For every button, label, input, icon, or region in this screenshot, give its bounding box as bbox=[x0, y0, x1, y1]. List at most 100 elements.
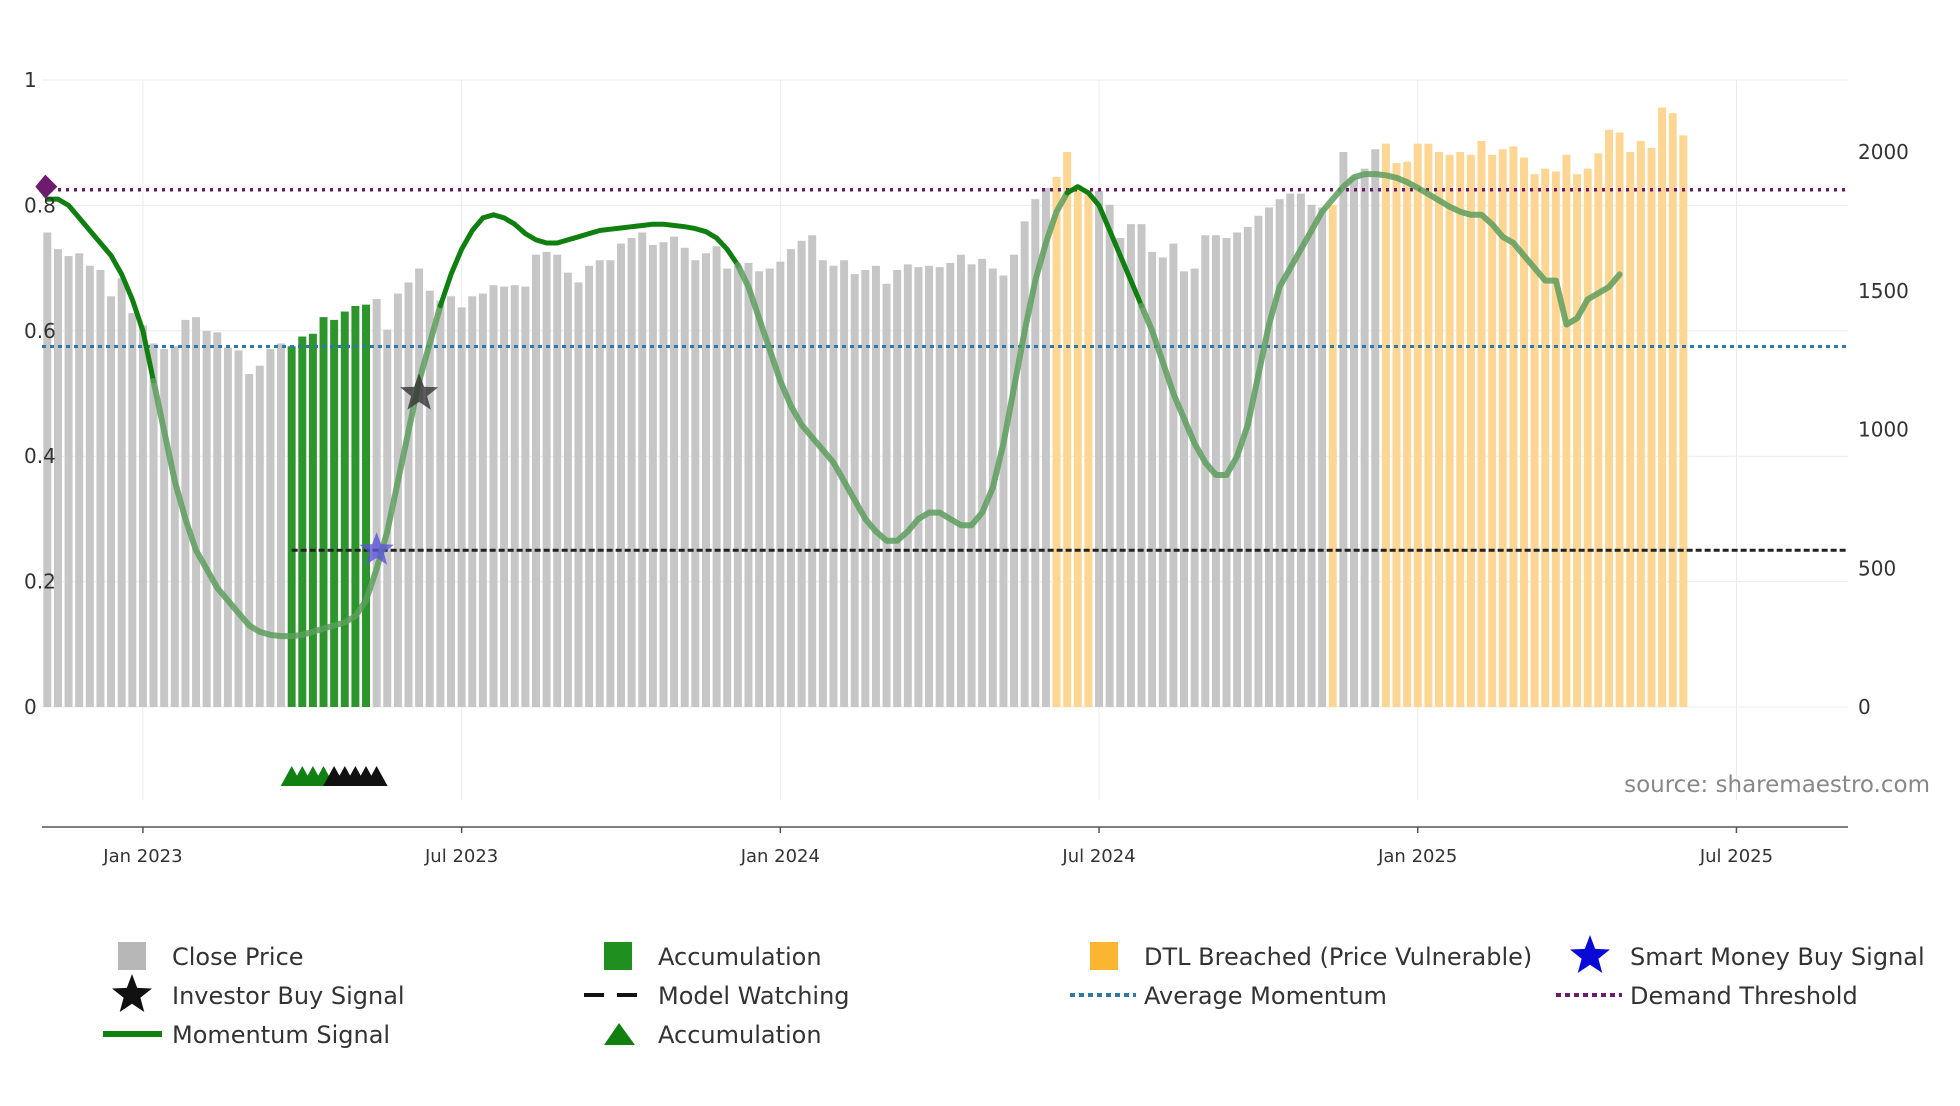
price-bar bbox=[160, 349, 169, 707]
price-bar bbox=[149, 343, 158, 707]
price-bar bbox=[1084, 190, 1093, 708]
price-bar bbox=[521, 286, 530, 707]
price-bar bbox=[1668, 113, 1677, 707]
price-bar bbox=[372, 299, 381, 707]
price-bar bbox=[1296, 193, 1305, 708]
x-axis-tick: Jul 2024 bbox=[1061, 846, 1135, 867]
legend-label: Accumulation bbox=[658, 943, 822, 971]
price-bar bbox=[850, 274, 859, 707]
signal-markers bbox=[35, 174, 439, 786]
legend: Close Price Accumulation DTL Breached (Pri… bbox=[103, 935, 1925, 1049]
price-bar bbox=[1466, 154, 1475, 707]
price-bar bbox=[1254, 215, 1263, 707]
x-axis-tick: Jan 2024 bbox=[740, 846, 820, 867]
legend-item: Demand Threshold bbox=[1556, 982, 1858, 1010]
price-bar bbox=[659, 242, 668, 707]
bar-layer bbox=[43, 107, 1688, 708]
legend-item: Investor Buy Signal bbox=[112, 974, 405, 1012]
price-bar bbox=[1137, 224, 1146, 707]
price-bar bbox=[287, 346, 296, 707]
investor-buy-star bbox=[400, 373, 439, 410]
price-bar bbox=[1286, 193, 1295, 708]
legend-item: Model Watching bbox=[584, 982, 850, 1010]
price-bar bbox=[712, 246, 721, 707]
price-bar bbox=[1201, 235, 1210, 707]
legend-label: Average Momentum bbox=[1144, 982, 1387, 1010]
price-bar bbox=[1020, 221, 1029, 708]
price-bar bbox=[553, 254, 562, 707]
legend-item: Smart Money Buy Signal bbox=[1570, 935, 1925, 973]
legend-swatch-star bbox=[112, 974, 152, 1012]
price-bar bbox=[648, 244, 657, 707]
price-bar bbox=[723, 268, 732, 707]
price-bar bbox=[1615, 132, 1624, 707]
price-bar bbox=[797, 240, 806, 708]
legend-item: DTL Breached (Price Vulnerable) bbox=[1090, 942, 1532, 971]
left-axis-tick: 0.4 bbox=[24, 444, 56, 468]
price-bar bbox=[638, 232, 647, 708]
price-bar bbox=[468, 296, 477, 707]
price-bar bbox=[1243, 226, 1252, 707]
price-bar bbox=[1381, 143, 1390, 707]
price-bar bbox=[1073, 185, 1082, 708]
price-bar bbox=[925, 265, 934, 707]
legend-item: Accumulation bbox=[604, 1021, 822, 1049]
price-bar bbox=[1180, 271, 1189, 707]
price-bar bbox=[138, 325, 147, 707]
price-bar bbox=[1445, 154, 1454, 707]
smart-money-buy-star bbox=[359, 532, 394, 565]
price-bar bbox=[1509, 146, 1518, 707]
price-bar bbox=[893, 269, 902, 707]
price-bar bbox=[946, 263, 955, 707]
price-bar bbox=[425, 290, 434, 707]
price-bar bbox=[393, 293, 402, 707]
price-bar bbox=[1679, 135, 1688, 708]
price-bar bbox=[340, 311, 349, 707]
x-axis-tick: Jul 2025 bbox=[1699, 846, 1773, 867]
price-bar bbox=[223, 347, 232, 707]
price-bar bbox=[808, 235, 817, 707]
left-axis-tick: 0.6 bbox=[24, 319, 56, 343]
price-bar bbox=[1658, 107, 1667, 708]
price-bar bbox=[755, 271, 764, 707]
momentum-signal-segment bbox=[734, 189, 1071, 544]
price-bar bbox=[903, 264, 912, 707]
price-bar bbox=[500, 286, 509, 707]
price-bar bbox=[1520, 157, 1528, 708]
price-bar bbox=[308, 333, 317, 707]
legend-label: Demand Threshold bbox=[1630, 982, 1858, 1010]
price-bar bbox=[298, 336, 307, 707]
price-bar bbox=[457, 307, 466, 707]
price-bar bbox=[192, 317, 201, 707]
price-bar bbox=[701, 253, 710, 708]
price-bar bbox=[319, 317, 328, 707]
price-bar bbox=[447, 296, 455, 707]
price-bar bbox=[1148, 251, 1157, 707]
price-bar bbox=[1392, 163, 1401, 708]
price-bar bbox=[818, 260, 827, 707]
momentum-signal-segment bbox=[150, 302, 444, 640]
price-bar bbox=[266, 349, 275, 707]
price-bar bbox=[1604, 129, 1613, 708]
right-axis-tick: 2000 bbox=[1858, 140, 1909, 164]
price-bar bbox=[606, 260, 615, 707]
price-bar bbox=[1328, 204, 1337, 707]
price-bar bbox=[627, 238, 636, 707]
price-bar bbox=[1435, 152, 1443, 707]
price-bar bbox=[617, 243, 625, 707]
price-bar bbox=[1636, 140, 1645, 707]
price-bar bbox=[277, 343, 286, 707]
price-bar bbox=[255, 365, 264, 707]
legend-swatch-triangle bbox=[604, 1023, 635, 1045]
price-bar bbox=[1594, 153, 1603, 707]
right-axis-tick: 1500 bbox=[1858, 279, 1909, 303]
price-bar bbox=[1339, 152, 1348, 707]
legend-item: Average Momentum bbox=[1070, 982, 1387, 1010]
legend-label: DTL Breached (Price Vulnerable) bbox=[1144, 943, 1532, 971]
price-bar bbox=[202, 330, 211, 707]
price-bar bbox=[1488, 154, 1497, 707]
price-bar bbox=[1052, 176, 1061, 708]
price-bar bbox=[871, 265, 880, 707]
